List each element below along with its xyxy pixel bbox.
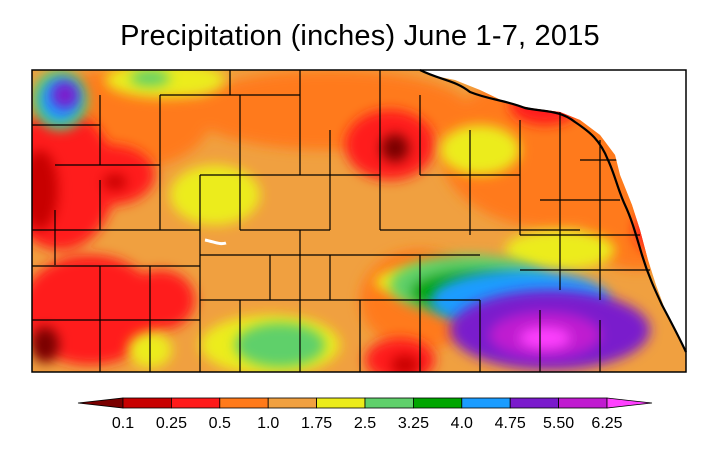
missouri-river xyxy=(419,69,687,353)
legend-bin-3 xyxy=(219,397,269,409)
legend-tick-label: 4.0 xyxy=(451,415,473,432)
legend-bin-11 xyxy=(606,397,653,409)
legend-tick-label: 0.5 xyxy=(209,415,231,432)
legend-bin-6 xyxy=(364,397,414,409)
map-frame xyxy=(31,69,687,373)
legend-bin-2 xyxy=(170,397,221,409)
legend-bin-0 xyxy=(77,397,124,409)
legend-tick-label: 3.25 xyxy=(398,415,429,432)
legend-bin-7 xyxy=(412,397,463,409)
legend-tick-label: 0.25 xyxy=(156,415,187,432)
map-title: Precipitation (inches) June 1-7, 2015 xyxy=(120,20,600,52)
legend-tick-label: 6.25 xyxy=(591,415,622,432)
legend-bin-5 xyxy=(316,397,366,409)
legend-tick-label: 1.75 xyxy=(301,415,332,432)
platte-river xyxy=(204,238,227,246)
legend-tick-label: 0.1 xyxy=(112,415,134,432)
legend-bin-8 xyxy=(461,397,511,409)
county-lines xyxy=(32,70,650,372)
legend-tick-label: 2.5 xyxy=(354,415,376,432)
legend-bin-1 xyxy=(122,397,172,409)
dark-red-regions xyxy=(32,134,419,372)
precip-field xyxy=(32,70,686,372)
legend-tick-label: 1.0 xyxy=(257,415,279,432)
legend-tick-label: 5.50 xyxy=(543,415,574,432)
legend-bin-9 xyxy=(509,397,560,409)
legend-bin-4 xyxy=(267,397,318,409)
legend-bin-10 xyxy=(558,397,608,409)
legend-tick-labels: 0.1 0.25 0.5 1.0 1.75 2.5 3.25 4.0 4.75 5.50 6.25 xyxy=(112,415,623,432)
legend-colorbar xyxy=(77,397,653,409)
legend-tick-label: 4.75 xyxy=(495,415,526,432)
